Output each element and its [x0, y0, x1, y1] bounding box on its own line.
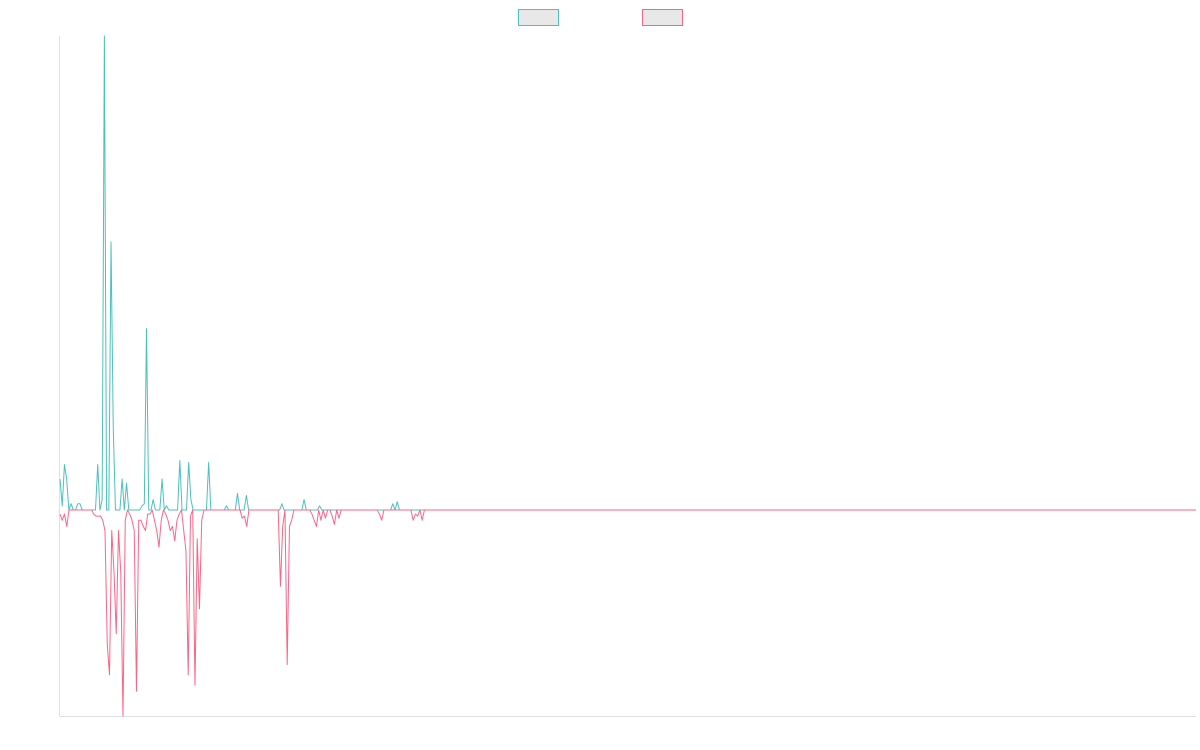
series-line-2: [59, 509, 1196, 717]
legend-swatch-2[interactable]: [642, 9, 683, 26]
series-group: [59, 35, 1196, 717]
series-line-1: [59, 35, 1196, 511]
legend-swatch-1[interactable]: [518, 9, 559, 26]
legend: [518, 9, 683, 26]
